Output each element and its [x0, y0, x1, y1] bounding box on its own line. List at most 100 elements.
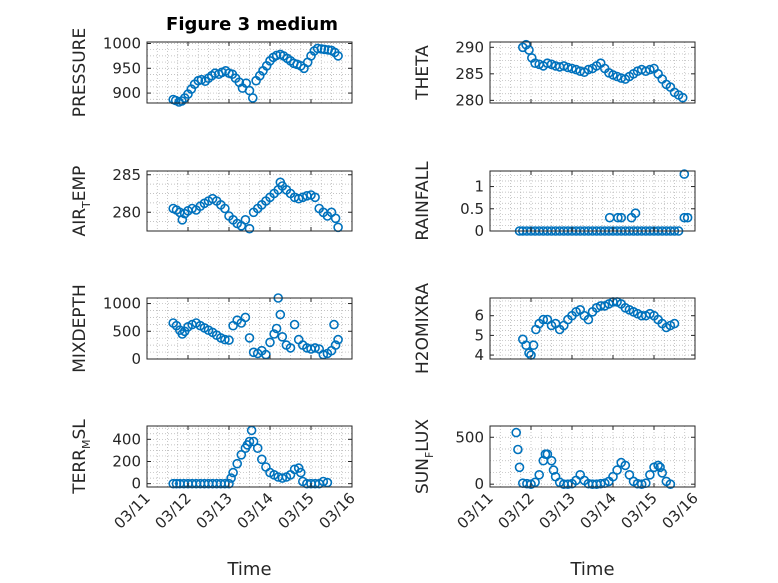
data-point [244, 333, 255, 343]
y-axis-label: TERRMSL [70, 419, 93, 495]
data-point [271, 323, 282, 334]
data-point [240, 312, 251, 323]
data-point [248, 93, 258, 103]
x-axis-label: Time [569, 559, 614, 580]
data-point [293, 193, 304, 204]
axes-box [489, 170, 696, 232]
data-point [567, 63, 577, 74]
data-point [177, 329, 188, 339]
data-point [236, 449, 247, 460]
data-point [546, 455, 557, 466]
y-axis-label: H2OMIXRA [413, 283, 433, 374]
data-point [630, 208, 641, 218]
data-point [657, 468, 668, 478]
axes-box [489, 425, 696, 488]
data-point [514, 462, 525, 473]
data-point [636, 479, 647, 490]
data-point [265, 337, 275, 348]
data-point [226, 473, 236, 483]
data-point [275, 309, 286, 320]
data-point [620, 460, 631, 471]
panel-pressure: 900 950 1000 PRESSURE [70, 28, 353, 117]
data-point [524, 45, 534, 55]
data-point [285, 343, 296, 353]
data-point [224, 478, 234, 489]
data-point [583, 314, 594, 325]
y-axis-label: SUNFLUX [413, 419, 436, 494]
data-point [177, 215, 188, 225]
data-point [665, 479, 676, 490]
data-point [612, 465, 622, 475]
data-point [645, 469, 655, 480]
data-point [220, 203, 230, 214]
data-point [248, 436, 259, 447]
data-point [538, 314, 549, 325]
y-tick-label: 5 [474, 326, 484, 344]
axes-box [146, 170, 353, 232]
data-point [289, 319, 300, 330]
y-tick-label: 0 [474, 222, 484, 240]
figure-title: Figure 3 medium [166, 14, 338, 35]
panel-rainfall: 0 0.5 1 RAINFALL [413, 161, 696, 241]
y-tick-label: 285 [112, 166, 141, 184]
y-tick-label: 0 [131, 350, 141, 368]
data-point [330, 213, 341, 224]
axes-box [146, 425, 353, 488]
data-point [252, 443, 263, 454]
data-point [168, 478, 178, 489]
data-point [645, 64, 655, 75]
panel-air-temp: 280 285 AIRTEMP [70, 166, 353, 237]
data-point [530, 477, 540, 488]
data-point [521, 39, 531, 50]
data-point [319, 44, 330, 55]
data-point [616, 212, 627, 223]
data-point [232, 458, 242, 469]
axes-box [489, 41, 696, 104]
y-tick-label: 4 [474, 346, 484, 364]
y-tick-label: 950 [112, 59, 141, 77]
data-point [224, 335, 234, 345]
data-point [608, 471, 618, 482]
y-tick-label: 1 [474, 178, 484, 196]
data-point [277, 331, 288, 342]
data-point [653, 460, 663, 471]
data-point [542, 58, 553, 69]
data-point [240, 215, 251, 225]
y-axis-label: AIRTEMP [70, 166, 93, 237]
data-point [269, 329, 279, 339]
y-tick-label: 0 [131, 475, 141, 493]
data-point [330, 340, 341, 350]
y-tick-label: 1000 [103, 34, 141, 52]
panel-theta: 280 285 290 THETA [413, 38, 696, 109]
y-tick-label: 290 [455, 38, 484, 56]
data-point [530, 58, 540, 69]
y-tick-label: 280 [455, 91, 484, 109]
data-point [624, 469, 635, 480]
y-tick-label: 0 [474, 475, 484, 493]
y-tick-label: 0.5 [460, 200, 484, 218]
data-point [295, 467, 306, 478]
y-tick-label: 400 [112, 430, 141, 448]
data-point [244, 223, 255, 234]
data-point [613, 212, 623, 223]
x-axis-label: Time [226, 559, 271, 580]
data-point [513, 444, 523, 455]
panel-sun-flux: 0500SUNFLUX03/1103/1203/1303/1403/1503/1… [413, 419, 702, 580]
data-point [524, 348, 534, 358]
data-point [177, 96, 187, 106]
axes-box [146, 297, 353, 360]
y-axis-label: RAINFALL [413, 161, 433, 241]
data-point [333, 51, 343, 61]
y-tick-label: 500 [455, 428, 484, 446]
panel-mixdepth: 0 500 1000 MIXDEPTH [70, 284, 353, 373]
data-point [583, 64, 594, 75]
y-axis-label: MIXDEPTH [70, 284, 90, 373]
data-point [548, 465, 559, 475]
data-point [310, 343, 320, 353]
data-point [256, 454, 267, 465]
data-point [228, 467, 238, 478]
data-point [220, 334, 230, 345]
data-point [318, 476, 329, 487]
